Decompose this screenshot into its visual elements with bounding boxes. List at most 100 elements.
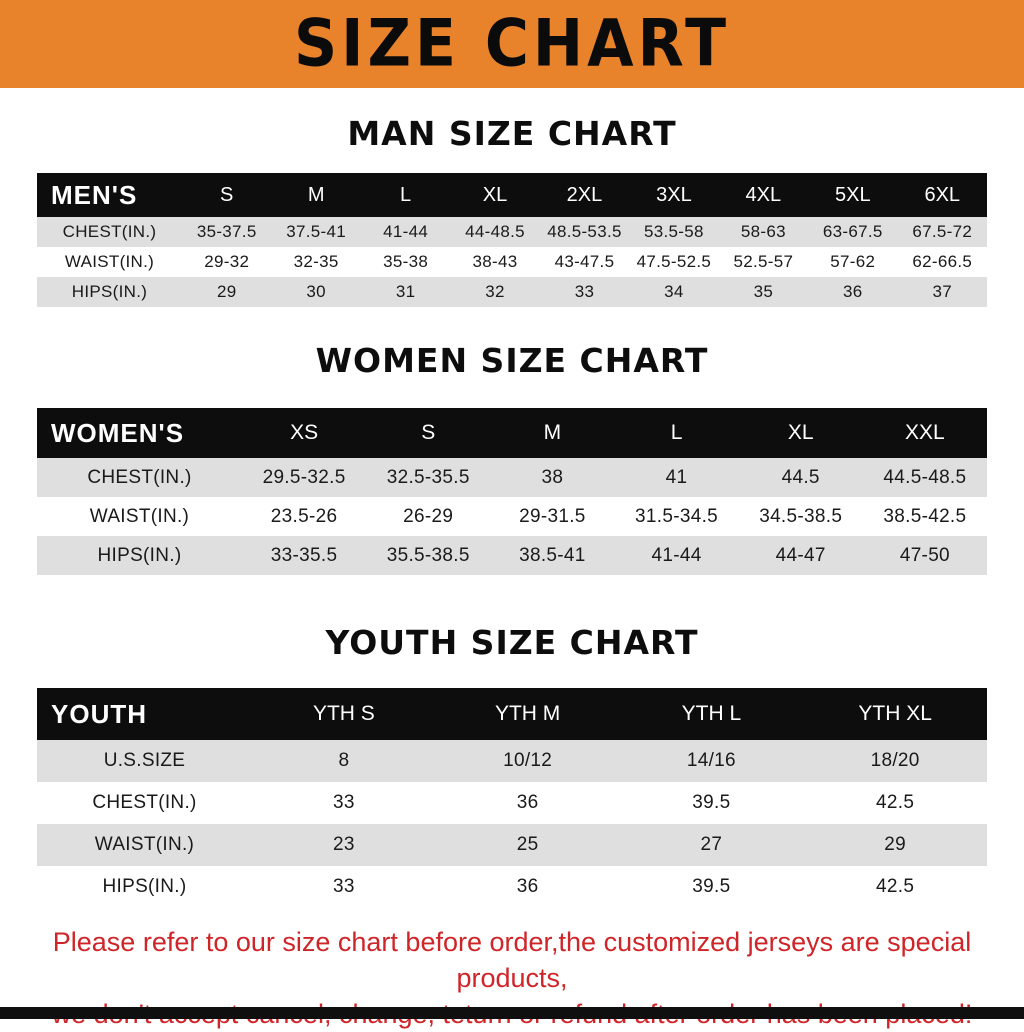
column-header: XL [450, 173, 540, 217]
size-cell: 62-66.5 [912, 252, 973, 271]
size-cell: 53.5-58 [644, 222, 704, 241]
size-cell: 35.5-38.5 [386, 544, 470, 566]
column-header: 3XL [629, 173, 719, 217]
size-cell: 29-32 [204, 252, 250, 271]
column-header: S [366, 408, 491, 458]
size-cell: 35-38 [383, 252, 429, 271]
column-header: YTH XL [803, 688, 987, 740]
size-cell: 36 [516, 792, 539, 813]
row-label: CHEST(IN.) [87, 466, 192, 488]
column-header: YTH S [252, 688, 436, 740]
size-cell: 36 [843, 282, 863, 301]
table-header-row: YOUTH YTH S YTH M YTH L YTH XL [37, 688, 987, 740]
size-cell: 41-44 [651, 544, 702, 566]
column-header: 5XL [808, 173, 898, 217]
size-cell: 32.5-35.5 [386, 466, 470, 488]
column-header: XXL [862, 408, 987, 458]
youth-size-table: YOUTH YTH S YTH M YTH L YTH XL U.S.SIZE 8 10/12… [37, 688, 987, 908]
table-row: HIPS(IN.) 33-35.5 35.5-38.5 38.5-41 41-44 44-… [37, 536, 987, 575]
column-header: 6XL [897, 173, 987, 217]
size-cell: 67.5-72 [912, 222, 973, 241]
table-row: CHEST(IN.) 29.5-32.5 32.5-35.5 38 41 44.5 44.5… [37, 458, 987, 497]
column-header: S [182, 173, 272, 217]
size-cell: 31 [395, 282, 416, 301]
size-cell: 39.5 [692, 792, 731, 813]
size-cell: 33 [333, 876, 355, 897]
size-cell: 34 [664, 282, 684, 301]
size-cell: 32 [485, 282, 505, 301]
table-row: CHEST(IN.) 35-37.5 37.5-41 41-44 44-48.5 48.5… [37, 217, 987, 247]
size-cell: 43-47.5 [554, 252, 615, 271]
size-cell: 63-67.5 [822, 222, 883, 241]
table-row: HIPS(IN.) 33 36 39.5 42.5 [37, 866, 987, 908]
table-row: U.S.SIZE 8 10/12 14/16 18/20 [37, 740, 987, 782]
size-cell: 52.5-57 [733, 252, 794, 271]
size-cell: 42.5 [876, 876, 915, 897]
size-cell: 18/20 [870, 750, 920, 771]
man-size-chart-section: MAN SIZE CHART MEN'S S M L XL 2XL 3XL 4XL 5XL 6XL… [0, 114, 1024, 307]
column-header: M [490, 408, 615, 458]
size-cell: 29.5-32.5 [262, 466, 346, 488]
size-cell: 41 [665, 466, 688, 488]
table-header-row: WOMEN'S XS S M L XL XXL [37, 408, 987, 458]
size-cell: 32-35 [293, 252, 339, 271]
table-corner-label: MEN'S [37, 173, 182, 217]
row-label: WAIST(IN.) [64, 252, 155, 271]
size-cell: 26-29 [403, 505, 454, 527]
women-size-chart-section: WOMEN SIZE CHART WOMEN'S XS S M L XL XXL CHEST(… [0, 341, 1024, 575]
banner-title: SIZE CHART [293, 6, 731, 82]
size-cell: 44.5 [781, 466, 820, 488]
table-row: CHEST(IN.) 33 36 39.5 42.5 [37, 782, 987, 824]
column-header: XS [242, 408, 367, 458]
size-cell: 8 [338, 750, 350, 771]
size-cell: 33 [333, 792, 355, 813]
size-cell: 41-44 [383, 222, 429, 241]
size-cell: 58-63 [740, 222, 786, 241]
table-row: WAIST(IN.) 23.5-26 26-29 29-31.5 31.5-34.5 34… [37, 497, 987, 536]
table-row: HIPS(IN.) 29 30 31 32 33 34 35 36 37 [37, 277, 987, 307]
column-header: XL [738, 408, 863, 458]
row-label: CHEST(IN.) [92, 792, 197, 813]
youth-size-chart-heading: YOUTH SIZE CHART [325, 623, 699, 662]
man-size-chart-heading: MAN SIZE CHART [347, 114, 677, 153]
column-header: 4XL [718, 173, 809, 217]
size-cell: 47-50 [899, 544, 950, 566]
row-label: HIPS(IN.) [97, 544, 182, 566]
table-corner-label: WOMEN'S [37, 408, 242, 458]
size-cell: 10/12 [503, 750, 553, 771]
size-cell: 38-43 [472, 252, 518, 271]
row-label: WAIST(IN.) [94, 834, 195, 855]
size-cell: 48.5-53.5 [547, 222, 622, 241]
column-header: L [360, 173, 451, 217]
size-cell: 44-48.5 [465, 222, 525, 241]
column-header: 2XL [539, 173, 630, 217]
row-label: U.S.SIZE [103, 750, 186, 771]
size-cell: 38.5-41 [519, 544, 586, 566]
size-cell: 37.5-41 [286, 222, 347, 241]
size-cell: 35-37.5 [196, 222, 257, 241]
women-size-table: WOMEN'S XS S M L XL XXL CHEST(IN.) 29.5-32.5 32.5… [37, 408, 987, 575]
size-cell: 29-31.5 [519, 505, 586, 527]
column-header: YTH L [619, 688, 804, 740]
size-cell: 23.5-26 [270, 505, 338, 527]
size-cell: 33-35.5 [270, 544, 338, 566]
row-label: HIPS(IN.) [71, 282, 148, 301]
size-cell: 25 [516, 834, 539, 855]
table-row: WAIST(IN.) 29-32 32-35 35-38 38-43 43-47.5 47.… [37, 247, 987, 277]
size-cell: 39.5 [692, 876, 731, 897]
size-cell: 31.5-34.5 [635, 505, 719, 527]
size-cell: 57-62 [830, 252, 876, 271]
size-chart-banner: SIZE CHART [0, 0, 1024, 88]
size-cell: 33 [574, 282, 595, 301]
size-cell: 14/16 [686, 750, 736, 771]
size-cell: 29 [216, 282, 237, 301]
size-cell: 38 [541, 466, 564, 488]
row-label: WAIST(IN.) [89, 505, 190, 527]
size-cell: 34.5-38.5 [759, 505, 843, 527]
size-cell: 36 [516, 876, 539, 897]
size-cell: 44.5-48.5 [883, 466, 967, 488]
footer-note-line1: Please refer to our size chart before or… [52, 927, 972, 993]
youth-size-chart-section: YOUTH SIZE CHART YOUTH YTH S YTH M YTH L YTH… [0, 623, 1024, 908]
bottom-bar [0, 1007, 1024, 1019]
column-header: YTH M [435, 688, 620, 740]
